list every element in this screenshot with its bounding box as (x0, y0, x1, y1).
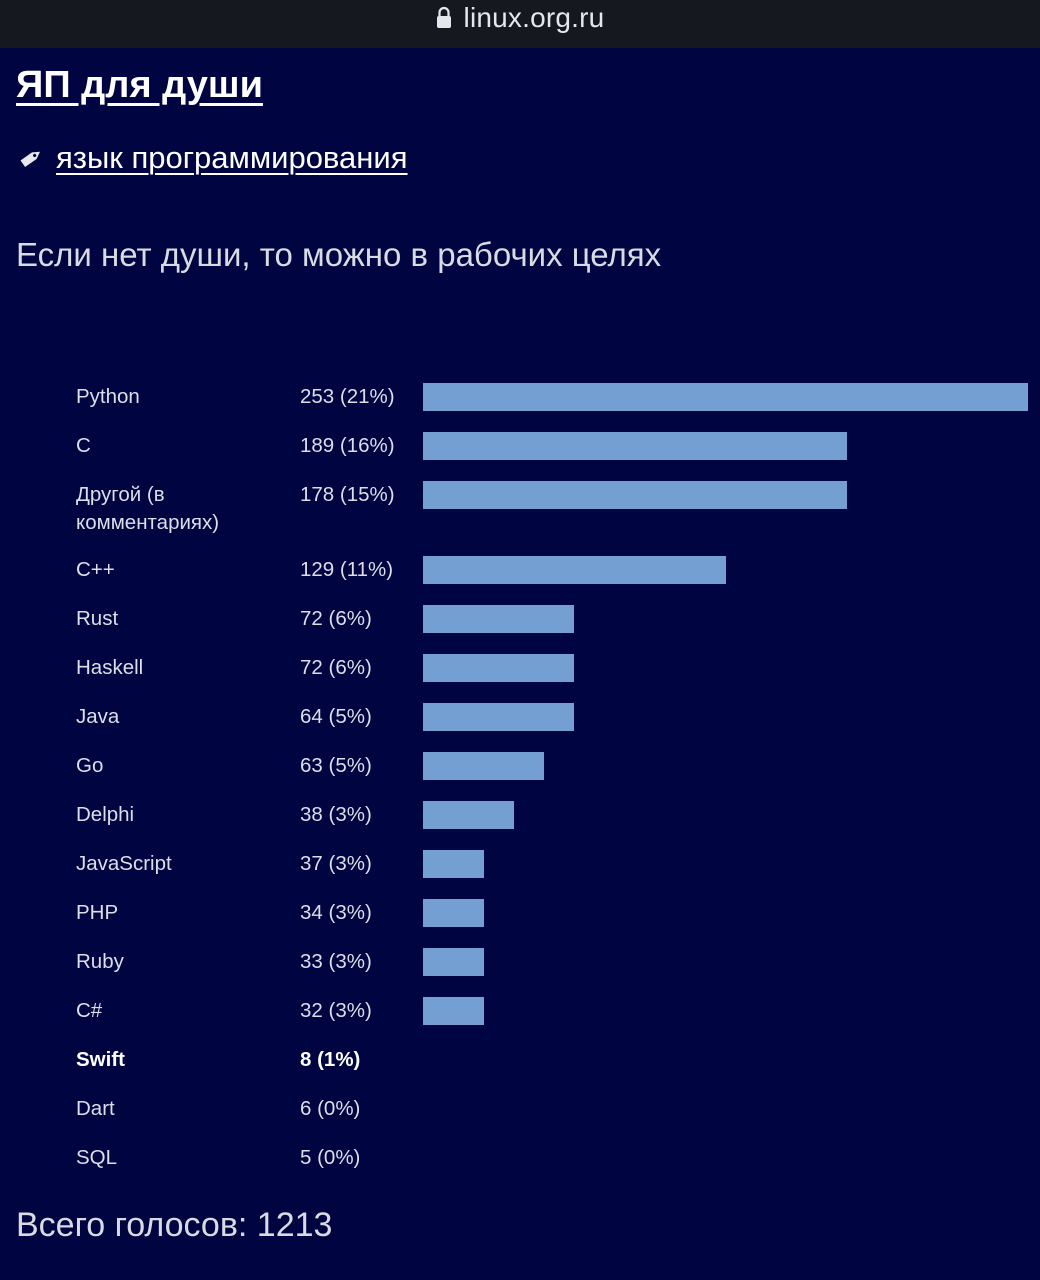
poll-option-votes: 72 (6%) (300, 656, 372, 679)
poll-option-votes: 189 (16%) (300, 434, 395, 457)
poll-option-row: Go 63 (5%) (0, 749, 1040, 798)
poll-option-votes: 5 (0%) (300, 1146, 361, 1169)
poll-option-label: C (76, 434, 91, 457)
poll-option-votes: 37 (3%) (300, 852, 372, 875)
poll-option-bar (423, 605, 574, 633)
poll-option-row: Delphi 38 (3%) (0, 798, 1040, 847)
poll-option-label: Java (76, 705, 120, 728)
poll-option-votes: 64 (5%) (300, 705, 372, 728)
poll-option-row: JavaScript 37 (3%) (0, 847, 1040, 896)
poll-option-label: C++ (76, 558, 115, 581)
poll-option-label: C# (76, 999, 103, 1022)
poll-option-label: Ruby (76, 950, 124, 973)
tag-link[interactable]: язык программирования (56, 140, 408, 175)
poll-option-row: Swift 8 (1%) (0, 1043, 1040, 1092)
poll-option-label: JavaScript (76, 852, 172, 875)
poll-option-label: Haskell (76, 656, 144, 679)
poll-option-row: C++ 129 (11%) (0, 553, 1040, 602)
poll-option-row: Haskell 72 (6%) (0, 651, 1040, 700)
tag-icon (20, 151, 41, 168)
poll-option-votes: 178 (15%) (300, 483, 395, 506)
lock-icon (436, 6, 451, 28)
poll-option-votes: 38 (3%) (300, 803, 372, 826)
poll-option-label: Другой (в комментариях) (76, 483, 220, 534)
poll-option-label: SQL (76, 1146, 118, 1169)
url-text: linux.org.ru (463, 2, 605, 33)
poll-option-row: Ruby 33 (3%) (0, 945, 1040, 994)
poll-option-row: SQL 5 (0%) (0, 1141, 1040, 1190)
poll-option-bar (423, 654, 574, 682)
poll-option-bar (423, 703, 574, 731)
poll-results: Python 253 (21%) C 189 (16%) Другой (в комме… (0, 380, 1040, 1190)
poll-option-bar (423, 948, 484, 976)
poll-option-bar (423, 481, 847, 509)
poll-option-votes: 63 (5%) (300, 754, 372, 777)
poll-option-votes: 33 (3%) (300, 950, 372, 973)
poll-option-bar (423, 752, 544, 780)
poll-option-bar (423, 997, 484, 1025)
browser-url-bar[interactable]: linux.org.ru (0, 0, 1040, 48)
poll-option-label: Swift (76, 1048, 125, 1071)
poll-option-row: Rust 72 (6%) (0, 602, 1040, 651)
poll-option-row: Другой (в комментариях) 178 (15%) (0, 478, 1040, 553)
total-votes: Всего голосов: 1213 (16, 1206, 333, 1244)
poll-option-row: Python 253 (21%) (0, 380, 1040, 429)
poll-option-votes: 34 (3%) (300, 901, 372, 924)
poll-option-label: PHP (76, 901, 119, 924)
poll-option-votes: 32 (3%) (300, 999, 372, 1022)
poll-option-row: C# 32 (3%) (0, 994, 1040, 1043)
poll-option-row: C 189 (16%) (0, 429, 1040, 478)
poll-option-bar (423, 383, 1028, 411)
poll-option-bar (423, 801, 514, 829)
tag-row: язык программирования (18, 140, 408, 176)
poll-option-row: PHP 34 (3%) (0, 896, 1040, 945)
poll-option-votes: 72 (6%) (300, 607, 372, 630)
poll-option-bar (423, 556, 726, 584)
poll-option-votes: 253 (21%) (300, 385, 395, 408)
poll-option-bar (423, 850, 484, 878)
poll-option-votes: 8 (1%) (300, 1048, 361, 1071)
poll-option-label: Python (76, 385, 140, 408)
poll-option-votes: 129 (11%) (300, 558, 394, 581)
topic-title-link[interactable]: ЯП для души (16, 64, 263, 106)
poll-option-row: Dart 6 (0%) (0, 1092, 1040, 1141)
poll-question: Если нет души, то можно в рабочих целях (16, 236, 662, 273)
poll-option-label: Rust (76, 607, 119, 630)
poll-option-label: Dart (76, 1097, 115, 1120)
poll-option-label: Go (76, 754, 104, 777)
poll-option-bar (423, 432, 847, 460)
url-display[interactable]: linux.org.ru (436, 2, 605, 34)
poll-option-bar (423, 899, 484, 927)
poll-option-row: Java 64 (5%) (0, 700, 1040, 749)
poll-option-label: Delphi (76, 803, 135, 826)
poll-option-votes: 6 (0%) (300, 1097, 361, 1120)
